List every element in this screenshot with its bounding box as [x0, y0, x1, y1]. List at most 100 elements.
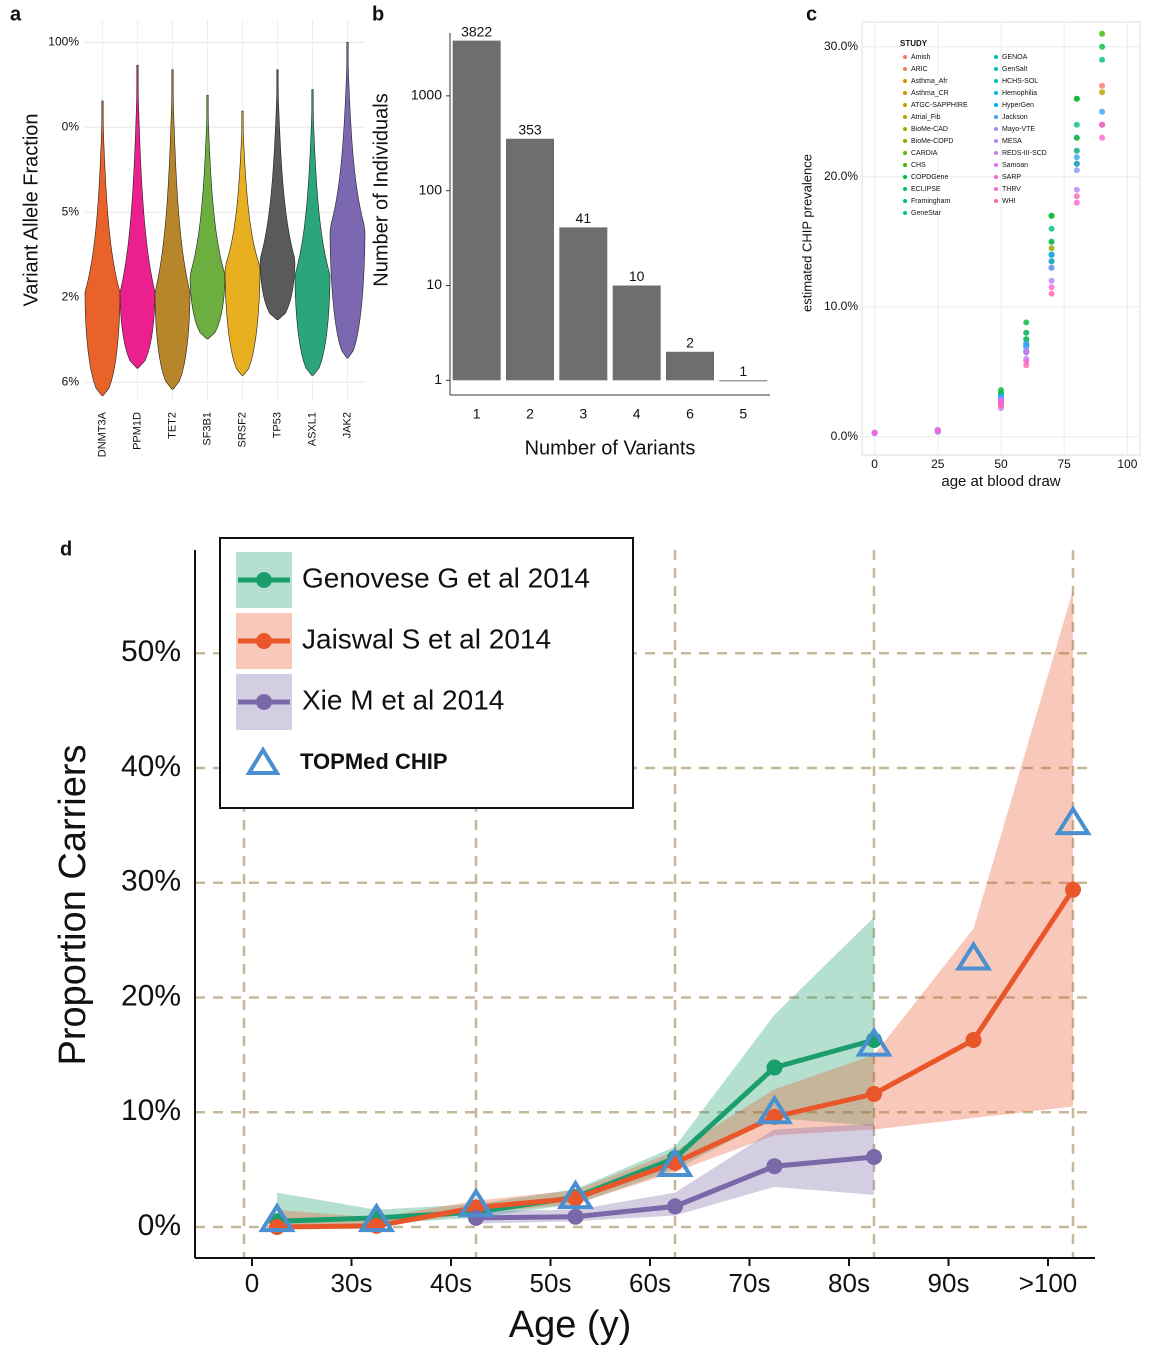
legend-label: Amish	[911, 54, 931, 61]
triangle-marker	[755, 1094, 794, 1125]
value-label: 41	[576, 210, 592, 226]
point	[934, 427, 941, 434]
point	[1048, 245, 1055, 252]
x-tick-label: SRSF2	[236, 412, 248, 447]
legend-label: CARDIA	[911, 150, 938, 157]
x-axis-label: Number of Variants	[525, 437, 696, 459]
legend-label: Asthma_Afr	[911, 78, 948, 85]
point	[766, 1059, 783, 1076]
point	[468, 1209, 484, 1226]
x-axis-label: age at blood draw	[941, 473, 1060, 490]
point	[1073, 199, 1080, 206]
point	[1073, 160, 1080, 167]
legend-label: Jaiswal S et al 2014	[302, 623, 551, 654]
y-tick-label: 1	[434, 371, 442, 387]
legend-label: HCHS-SOL	[1002, 78, 1038, 85]
x-tick-label: 50s	[530, 1268, 572, 1298]
point	[1048, 290, 1055, 297]
x-tick-label: TET2	[166, 412, 178, 439]
x-tick-label: 100	[1117, 457, 1137, 471]
violin	[154, 69, 191, 390]
y-tick-label: 10	[426, 276, 442, 292]
legend-swatch	[994, 67, 998, 71]
legend-swatch	[903, 163, 907, 167]
bar	[452, 40, 501, 381]
violin	[189, 94, 226, 340]
x-tick-label: 5	[739, 406, 747, 422]
y-tick-label: 100%	[48, 35, 79, 49]
panel-label: c	[806, 3, 817, 25]
legend-label: Xie M et al 2014	[302, 684, 504, 715]
point	[1099, 43, 1106, 50]
legend-swatch	[256, 572, 272, 588]
y-tick-label: 30.0%	[824, 39, 858, 53]
legend-label: Mayo-VTE	[1002, 126, 1035, 133]
point	[1073, 186, 1080, 193]
y-tick-label: 2%	[62, 289, 80, 303]
triangle-marker	[855, 1026, 893, 1057]
y-tick-label: 50%	[121, 635, 181, 668]
legend-swatch	[903, 139, 907, 143]
violin	[119, 64, 156, 369]
legend-label: Jackson	[1002, 114, 1028, 121]
point	[1073, 154, 1080, 161]
point	[866, 1149, 882, 1166]
y-tick-label: 10%	[121, 1094, 181, 1127]
bar	[559, 227, 608, 381]
point	[1048, 251, 1055, 258]
point	[1099, 134, 1106, 141]
x-tick-label: 60s	[629, 1268, 671, 1298]
x-tick-label: 4	[633, 406, 641, 422]
triangle-marker	[556, 1179, 595, 1210]
legend-label: ATGC-SAPPHIRE	[911, 102, 968, 109]
legend-label: Framingham	[911, 198, 950, 205]
y-tick-label: 6%	[62, 374, 80, 388]
point	[1099, 56, 1106, 63]
point	[998, 402, 1004, 409]
legend-swatch	[903, 187, 907, 191]
legend-label: THRV	[1002, 186, 1021, 193]
legend-label: WHI	[1002, 198, 1016, 205]
legend-label: HyperGen	[1002, 102, 1034, 109]
legend-swatch	[994, 175, 998, 179]
triangle-marker	[954, 940, 993, 971]
x-tick-label: 2	[526, 406, 534, 422]
point	[1048, 258, 1055, 265]
legend-box	[219, 537, 634, 809]
legend-swatch	[903, 127, 907, 131]
y-axis-label: Variant Allele Fraction	[20, 113, 42, 306]
x-tick-label: >100	[1019, 1268, 1078, 1298]
legend-label: GenSalt	[1002, 66, 1027, 73]
violin	[329, 42, 366, 359]
legend-swatch	[903, 55, 907, 59]
point	[866, 1085, 882, 1102]
y-axis-label: estimated CHIP prevalence	[799, 154, 814, 312]
triangle-marker	[357, 1202, 396, 1233]
legend-swatch	[903, 103, 907, 107]
legend-swatch	[245, 746, 281, 775]
legend-label: Atrial_Fib	[911, 114, 941, 121]
legend-swatch	[256, 633, 272, 649]
x-tick-label: 0	[245, 1268, 259, 1298]
point	[766, 1158, 783, 1175]
triangle-marker	[1054, 805, 1092, 836]
x-tick-label: 80s	[828, 1268, 870, 1298]
legend-label: Asthma_CR	[911, 90, 949, 97]
point	[1023, 349, 1030, 356]
confidence-band	[277, 590, 1073, 1228]
x-tick-label: 75	[1058, 457, 1072, 471]
x-tick-label: 40s	[430, 1268, 472, 1298]
legend-swatch	[903, 151, 907, 155]
point	[1048, 225, 1055, 232]
confidence-band	[277, 917, 874, 1228]
point	[1099, 89, 1106, 96]
confidence-band	[476, 1123, 874, 1224]
y-tick-label: 0%	[138, 1209, 181, 1242]
legend-swatch	[903, 115, 907, 119]
y-tick-label: 100	[419, 181, 443, 197]
legend-swatch	[903, 91, 907, 95]
legend-swatch	[994, 163, 998, 167]
point	[1099, 82, 1106, 89]
point	[1023, 362, 1030, 369]
